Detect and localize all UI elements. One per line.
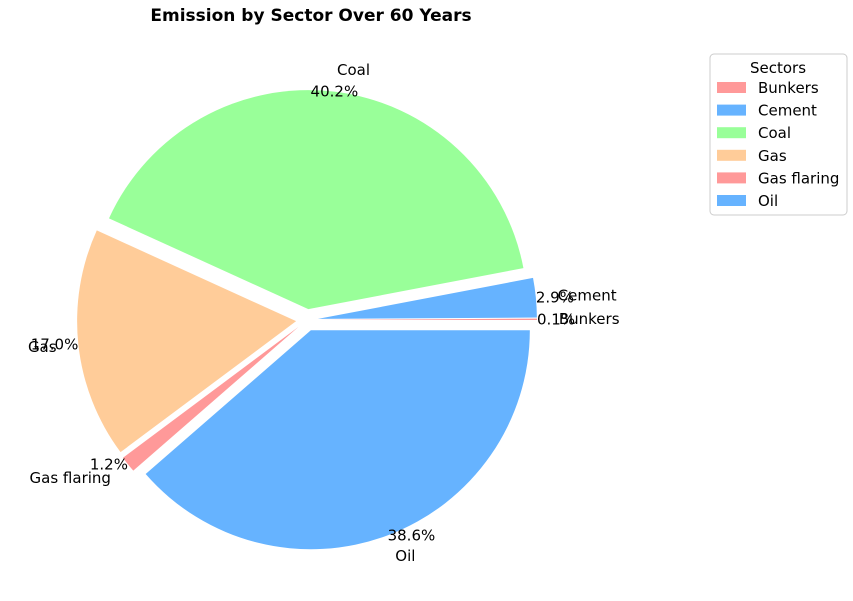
legend-swatch-gas [717,149,746,161]
pie-slice-coal [108,90,524,310]
slice-label-oil: Oil [395,547,415,565]
pie-slice-oil [145,330,530,550]
pie-slice-gas-flaring [122,326,299,471]
chart-title: Emission by Sector Over 60 Years [150,6,471,26]
legend-label-bunkers: Bunkers [758,79,819,97]
legend-title: Sectors [750,59,806,77]
legend-label-gas: Gas [758,147,787,165]
pie-slices [77,90,537,550]
slice-label-cement: Cement [558,287,617,305]
legend-swatch-bunkers [717,82,746,93]
legend-items: Bunkers Cement Coal Gas Gas flaring Oil [717,79,839,210]
legend-label-gas-flaring: Gas flaring [758,169,839,187]
slice-label-bunkers: Bunkers [559,310,620,328]
slice-pct-gas: 17.0% [31,336,79,354]
legend-swatch-oil [717,195,746,206]
pie-slice-cement [317,277,537,319]
legend-swatch-gas-flaring [717,172,746,184]
slice-label-gas-flaring: Gas flaring [30,469,111,487]
slice-pct-oil: 38.6% [388,526,436,544]
slice-label-gas: Gas [28,338,57,356]
pie-slice-bunkers [317,318,537,320]
legend: Sectors Bunkers Cement Coal Gas Gas flaring O… [709,53,848,216]
legend-swatch-cement [717,104,746,116]
legend-label-oil: Oil [758,192,778,210]
legend-label-cement: Cement [758,102,817,120]
pie-slice-gas [77,230,297,453]
slice-pct-coal: 40.2% [311,83,359,101]
slice-label-coal: Coal [337,61,370,79]
legend-swatch-coal [717,127,746,139]
slice-pct-bunkers: 0.1% [537,310,575,328]
slice-pct-cement: 2.9% [536,289,574,307]
slice-pct-gas-flaring: 1.2% [90,455,128,473]
legend-label-coal: Coal [758,124,791,142]
